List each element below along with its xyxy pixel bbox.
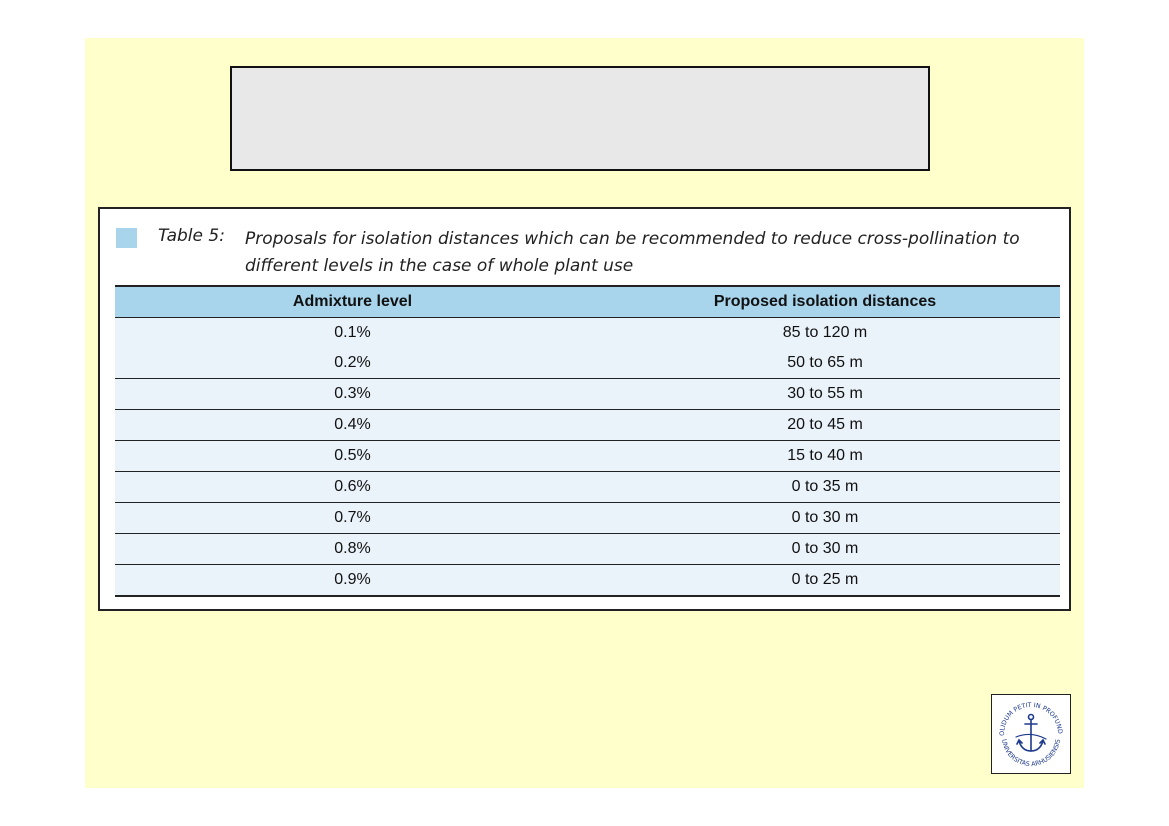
table-row: 0.1% 85 to 120 m <box>115 317 1060 348</box>
table-row: 0.4% 20 to 45 m <box>115 409 1060 441</box>
table-row: 0.2% 50 to 65 m <box>115 348 1060 379</box>
anchor-seal-icon: SOLIDUM PETIT IN PROFUNDIS UNIVERSITAS A… <box>990 690 1063 768</box>
distance-cell: 0 to 30 m <box>590 502 1060 534</box>
column-header-admixture: Admixture level <box>115 285 590 318</box>
table-caption-label: Table 5: <box>158 226 225 246</box>
table-row: 0.6% 0 to 35 m <box>115 471 1060 503</box>
admixture-cell: 0.9% <box>115 564 590 597</box>
distance-cell: 0 to 25 m <box>590 564 1060 597</box>
admixture-cell: 0.3% <box>115 378 590 410</box>
table-header-row: Admixture level Proposed isolation dista… <box>115 285 1060 318</box>
distance-cell: 85 to 120 m <box>590 317 1060 348</box>
table-frame: Table 5: Proposals for isolation distanc… <box>98 207 1071 611</box>
distance-cell: 50 to 65 m <box>590 348 1060 379</box>
distance-cell: 15 to 40 m <box>590 440 1060 472</box>
table-row: 0.8% 0 to 30 m <box>115 533 1060 565</box>
table-caption: Proposals for isolation distances which … <box>245 229 1020 276</box>
seal-motto: SOLIDUM PETIT IN PROFUNDIS <box>990 690 1063 736</box>
admixture-cell: 0.5% <box>115 440 590 472</box>
table-row: 0.9% 0 to 25 m <box>115 564 1060 597</box>
admixture-cell: 0.7% <box>115 502 590 534</box>
table-row: 0.5% 15 to 40 m <box>115 440 1060 472</box>
distance-cell: 20 to 45 m <box>590 409 1060 441</box>
distance-cell: 0 to 35 m <box>590 471 1060 503</box>
title-placeholder-box <box>230 66 930 171</box>
table-row: 0.7% 0 to 30 m <box>115 502 1060 534</box>
distance-cell: 30 to 55 m <box>590 378 1060 410</box>
admixture-cell: 0.6% <box>115 471 590 503</box>
isolation-distance-table: Admixture level Proposed isolation dista… <box>115 285 1060 597</box>
column-header-distance: Proposed isolation distances <box>590 285 1060 318</box>
distance-cell: 0 to 30 m <box>590 533 1060 565</box>
svg-text:SOLIDUM PETIT IN PROFUNDIS: SOLIDUM PETIT IN PROFUNDIS <box>992 695 1063 736</box>
admixture-cell: 0.1% <box>115 317 590 348</box>
university-seal-logo: SOLIDUM PETIT IN PROFUNDIS UNIVERSITAS A… <box>990 690 1071 774</box>
caption-marker-square <box>116 228 137 248</box>
table-row: 0.3% 30 to 55 m <box>115 378 1060 410</box>
admixture-cell: 0.4% <box>115 409 590 441</box>
admixture-cell: 0.2% <box>115 348 590 379</box>
admixture-cell: 0.8% <box>115 533 590 565</box>
